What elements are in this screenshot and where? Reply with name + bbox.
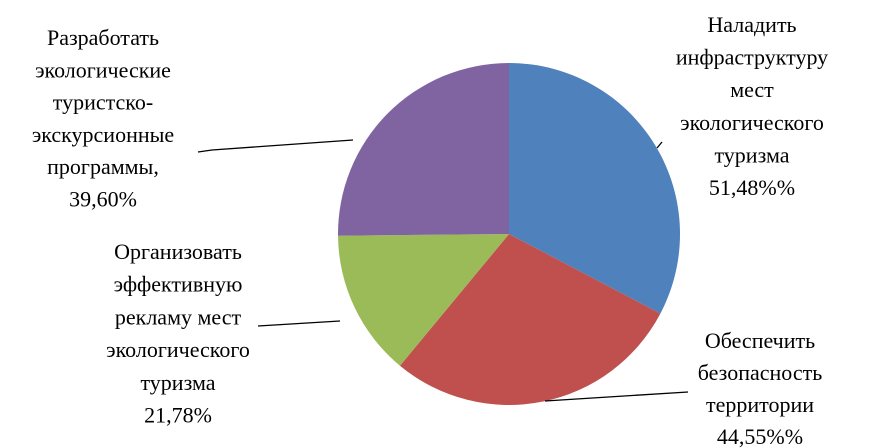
slice-label: экологического xyxy=(680,110,824,135)
value-label: 51,48%% xyxy=(709,175,795,200)
slice-label: экологические xyxy=(35,57,171,82)
slice-label: экологического xyxy=(106,337,250,362)
slice-label: безопасность xyxy=(698,360,823,385)
pie-slice xyxy=(337,63,509,236)
pie-slice xyxy=(509,63,680,314)
slice-label: туризма xyxy=(140,370,215,395)
slice-label: Наладить xyxy=(707,12,796,37)
pie-slice xyxy=(338,234,509,366)
leader-line xyxy=(257,320,341,327)
slice-label: Разработать xyxy=(47,25,159,50)
slice-label: программы, xyxy=(47,154,159,179)
pie-slice xyxy=(399,234,661,406)
value-label: 44,55%% xyxy=(717,424,803,448)
value-label: 39,60% xyxy=(69,187,137,212)
slice-label: мест xyxy=(730,77,774,102)
leader-line xyxy=(197,139,354,153)
slice-label: эффективную xyxy=(114,272,243,297)
leader-line xyxy=(656,141,663,149)
slice-label: туристско- xyxy=(53,90,153,115)
value-label: 21,78% xyxy=(144,403,212,428)
slice-label: инфраструктуру xyxy=(676,45,828,70)
slice-label: территории xyxy=(706,392,814,417)
slice-label: Обеспечить xyxy=(705,328,815,353)
leader-line xyxy=(544,391,689,402)
slice-label: Организовать xyxy=(114,239,242,264)
slice-label: экскурсионные xyxy=(32,122,174,147)
slice-label: туризма xyxy=(714,142,789,167)
slice-label: рекламу мест xyxy=(115,304,242,329)
